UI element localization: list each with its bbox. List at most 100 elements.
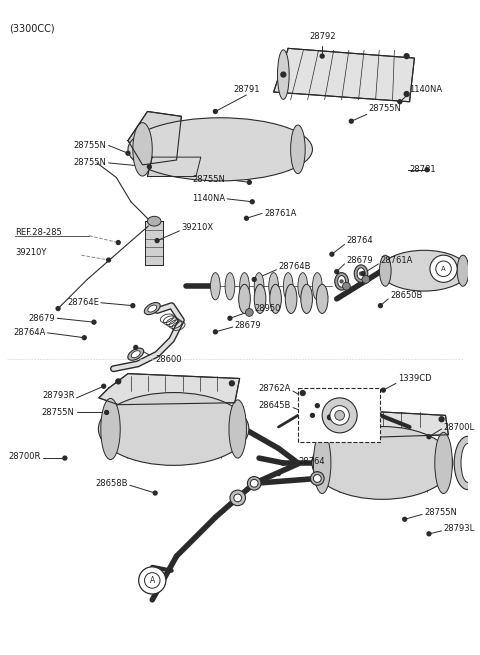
Ellipse shape bbox=[132, 350, 140, 358]
Ellipse shape bbox=[312, 272, 322, 300]
Circle shape bbox=[245, 309, 253, 316]
Circle shape bbox=[131, 304, 135, 308]
Circle shape bbox=[330, 252, 334, 256]
Text: 28600: 28600 bbox=[155, 354, 181, 364]
Circle shape bbox=[379, 304, 383, 308]
Circle shape bbox=[153, 491, 157, 495]
Ellipse shape bbox=[461, 443, 475, 482]
Text: 28764E: 28764E bbox=[67, 298, 99, 307]
Text: 28700R: 28700R bbox=[8, 452, 41, 460]
Circle shape bbox=[430, 255, 457, 282]
Text: 28700L: 28700L bbox=[444, 422, 475, 432]
Circle shape bbox=[92, 320, 96, 324]
Circle shape bbox=[427, 435, 431, 439]
Text: 28761A: 28761A bbox=[264, 209, 296, 218]
Text: 28791: 28791 bbox=[233, 84, 260, 94]
Text: 28792: 28792 bbox=[309, 32, 336, 41]
Ellipse shape bbox=[225, 272, 235, 300]
Circle shape bbox=[439, 417, 444, 422]
Circle shape bbox=[147, 165, 151, 169]
Polygon shape bbox=[99, 373, 240, 405]
Circle shape bbox=[313, 475, 321, 482]
Circle shape bbox=[320, 54, 324, 58]
Ellipse shape bbox=[229, 400, 246, 458]
Text: 28950: 28950 bbox=[254, 304, 281, 313]
Circle shape bbox=[340, 280, 343, 283]
Circle shape bbox=[425, 168, 429, 172]
Circle shape bbox=[214, 109, 217, 113]
Circle shape bbox=[63, 456, 67, 460]
Polygon shape bbox=[147, 157, 201, 176]
Text: (3300CC): (3300CC) bbox=[10, 23, 55, 33]
Circle shape bbox=[116, 379, 120, 384]
Ellipse shape bbox=[211, 272, 220, 300]
FancyBboxPatch shape bbox=[298, 388, 381, 441]
Circle shape bbox=[214, 330, 217, 334]
Circle shape bbox=[105, 411, 108, 415]
Circle shape bbox=[404, 54, 409, 58]
Circle shape bbox=[229, 381, 234, 386]
Circle shape bbox=[361, 272, 365, 276]
Circle shape bbox=[251, 200, 254, 204]
Circle shape bbox=[404, 92, 409, 96]
Circle shape bbox=[134, 345, 138, 349]
Circle shape bbox=[244, 216, 248, 220]
Ellipse shape bbox=[457, 255, 469, 286]
Text: 28761A: 28761A bbox=[381, 255, 413, 265]
Ellipse shape bbox=[254, 284, 266, 314]
Circle shape bbox=[322, 398, 357, 433]
Ellipse shape bbox=[144, 303, 160, 314]
Circle shape bbox=[228, 316, 232, 320]
Circle shape bbox=[116, 240, 120, 244]
Ellipse shape bbox=[435, 432, 452, 493]
Circle shape bbox=[427, 532, 431, 536]
Text: 28764: 28764 bbox=[347, 236, 373, 245]
Ellipse shape bbox=[101, 398, 120, 460]
Ellipse shape bbox=[316, 284, 328, 314]
Text: 28658B: 28658B bbox=[96, 479, 128, 488]
Circle shape bbox=[343, 282, 350, 290]
Text: 28679: 28679 bbox=[235, 320, 262, 329]
Circle shape bbox=[144, 572, 160, 588]
Ellipse shape bbox=[269, 272, 278, 300]
Ellipse shape bbox=[254, 272, 264, 300]
Circle shape bbox=[300, 390, 305, 396]
Circle shape bbox=[311, 472, 324, 485]
Text: 28755N: 28755N bbox=[192, 175, 225, 184]
Circle shape bbox=[335, 411, 345, 421]
Circle shape bbox=[311, 413, 314, 417]
Ellipse shape bbox=[335, 272, 348, 290]
Circle shape bbox=[360, 272, 362, 275]
Ellipse shape bbox=[338, 276, 346, 287]
Text: 1140NA: 1140NA bbox=[409, 84, 443, 94]
Circle shape bbox=[252, 278, 256, 282]
Text: 28781: 28781 bbox=[409, 165, 436, 174]
Circle shape bbox=[327, 415, 332, 420]
Ellipse shape bbox=[128, 118, 312, 181]
Circle shape bbox=[155, 238, 159, 242]
Circle shape bbox=[382, 388, 385, 392]
Polygon shape bbox=[314, 409, 448, 439]
Text: A: A bbox=[441, 266, 446, 272]
Text: 28755N: 28755N bbox=[74, 159, 107, 168]
Text: REF.28-285: REF.28-285 bbox=[15, 229, 62, 237]
Text: 39210Y: 39210Y bbox=[15, 248, 47, 257]
Text: 28755N: 28755N bbox=[74, 141, 107, 150]
Ellipse shape bbox=[312, 426, 453, 499]
Circle shape bbox=[56, 307, 60, 310]
Ellipse shape bbox=[285, 284, 297, 314]
Circle shape bbox=[436, 261, 451, 276]
Circle shape bbox=[362, 276, 370, 284]
Ellipse shape bbox=[277, 50, 289, 100]
Circle shape bbox=[398, 100, 402, 103]
Circle shape bbox=[330, 405, 349, 425]
Text: 28764B: 28764B bbox=[278, 262, 311, 271]
Ellipse shape bbox=[301, 284, 312, 314]
Circle shape bbox=[139, 567, 166, 594]
Text: 39210X: 39210X bbox=[181, 223, 214, 233]
Ellipse shape bbox=[454, 436, 480, 490]
Text: 28755N: 28755N bbox=[424, 508, 457, 517]
Ellipse shape bbox=[270, 284, 281, 314]
Text: 28762A: 28762A bbox=[259, 384, 291, 393]
Circle shape bbox=[281, 72, 286, 77]
